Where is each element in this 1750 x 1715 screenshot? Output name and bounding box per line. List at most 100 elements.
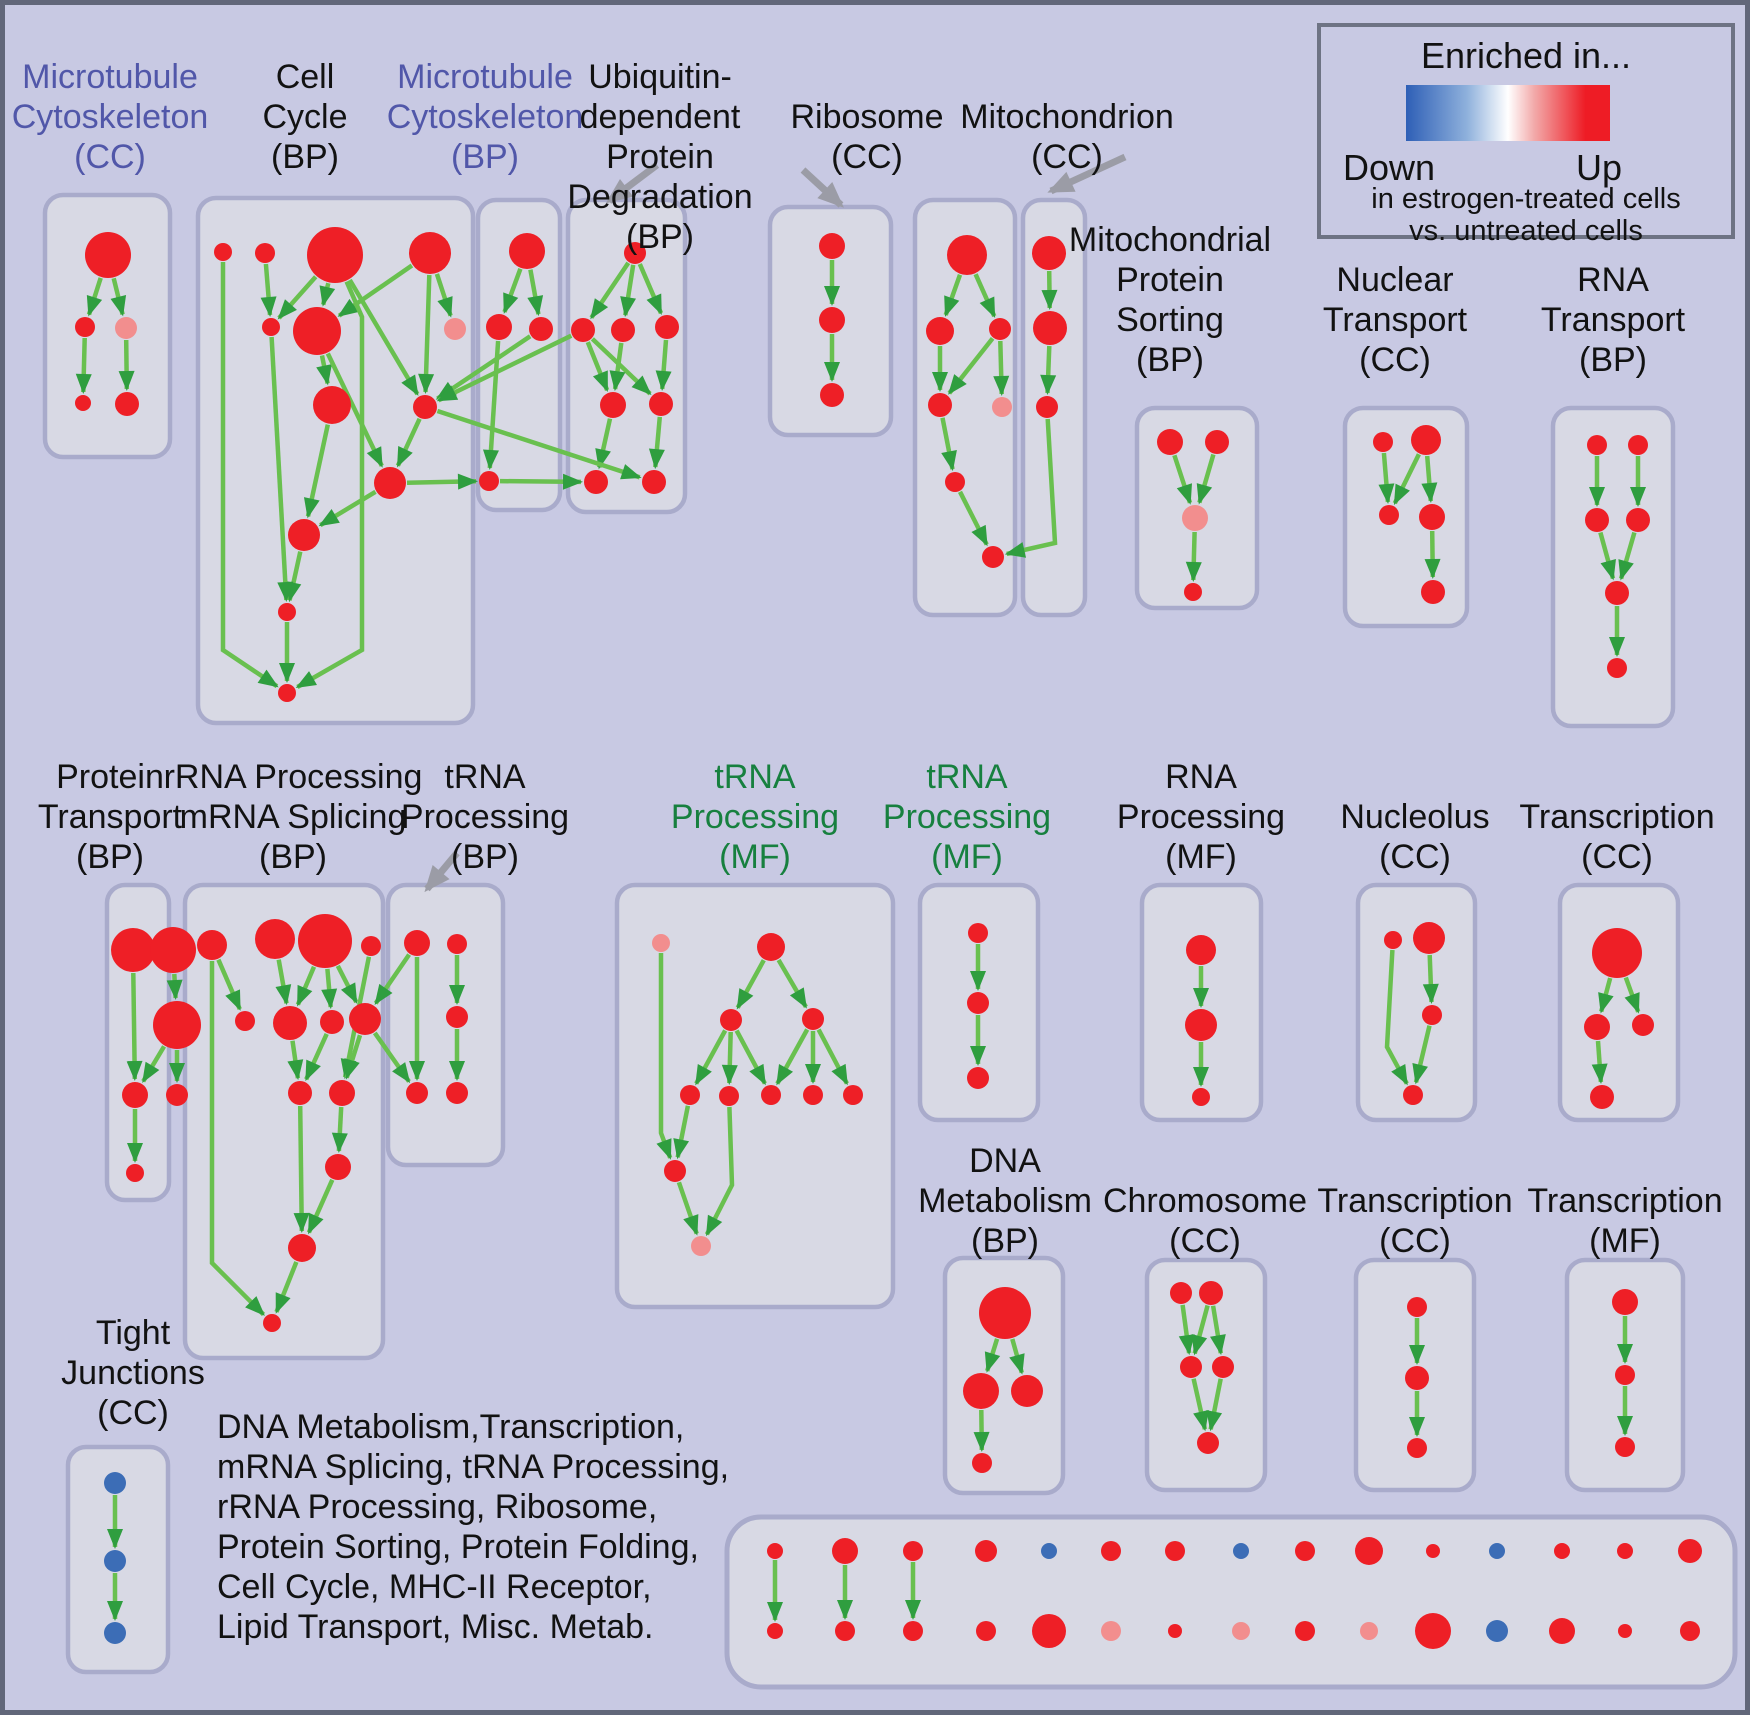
go-term-node (235, 1011, 255, 1031)
go-term-node (85, 232, 131, 278)
go-term-node (446, 1006, 468, 1028)
go-term-node (947, 235, 987, 275)
misc-grid-box (724, 1514, 1738, 1690)
edge (1196, 453, 1216, 505)
cluster-label-line: Processing (400, 798, 570, 836)
edge (943, 274, 963, 317)
go-term-node (361, 936, 381, 956)
cluster-label-line: Cytoskeleton (11, 98, 209, 136)
cluster-label-ribosome: Ribosome (CC) (790, 97, 943, 177)
go-term-node (1295, 1621, 1315, 1641)
go-term-node (1415, 1613, 1451, 1649)
cluster-label-rna-transport: RNA Transport (BP) (1541, 260, 1685, 380)
go-term-node (329, 1080, 355, 1106)
annotation-arrow (1047, 153, 1127, 195)
go-term-node (313, 386, 351, 424)
go-term-node (447, 934, 467, 954)
go-term-node (1592, 928, 1642, 978)
edge (418, 274, 435, 394)
go-term-node (1379, 505, 1399, 525)
edge (1210, 1305, 1226, 1356)
edge (1424, 530, 1441, 579)
edge (734, 1029, 767, 1086)
cluster-label-line: Nucleolus (1340, 798, 1490, 836)
go-term-node (278, 603, 296, 621)
go-term-node (903, 1621, 923, 1641)
edge (1412, 1025, 1432, 1085)
go-term-node (1617, 1543, 1633, 1559)
cluster-label-line: Sorting (1116, 301, 1224, 339)
edge (118, 339, 135, 391)
go-term-node (307, 227, 363, 283)
go-term-node (832, 1538, 858, 1564)
cluster-label-line: (BP) (1136, 341, 1204, 379)
cluster-label-line: Nuclear (1336, 261, 1454, 299)
edge (304, 1032, 329, 1082)
go-term-node (1157, 429, 1183, 455)
cluster-box-chromosome (1144, 1257, 1268, 1493)
go-term-node (819, 233, 845, 259)
cluster-label-line: (BP) (971, 1222, 1039, 1260)
edge (527, 269, 544, 317)
cluster-label-line: DNA (969, 1142, 1041, 1180)
go-term-node (1587, 435, 1607, 455)
go-term-node (1407, 1438, 1427, 1458)
cluster-label-line: Transport (1540, 301, 1686, 339)
cluster-label-transcription-cc-3: Transcription (CC) (1317, 1181, 1512, 1261)
cluster-label-line: (BP) (1578, 341, 1647, 379)
cluster-label-ubq1: Ubiquitin-dependent Protein Degradation (BP… (567, 57, 752, 257)
annotations (424, 153, 1127, 893)
go-term-node (288, 519, 320, 551)
cluster-label-nuclear-transport: Nuclear Transport (CC) (1323, 260, 1467, 380)
go-term-node (624, 242, 646, 264)
legend-subtitle-2: vs. untreated cells (1409, 215, 1643, 247)
annotation-arrow (424, 850, 460, 893)
edge (655, 339, 672, 391)
go-term-node (1373, 432, 1393, 452)
cluster-label-line: (CC) (1581, 838, 1653, 876)
edge (260, 263, 277, 317)
edge (166, 973, 183, 1000)
edge (673, 1105, 691, 1160)
cluster-label-line: RNA (1577, 261, 1649, 299)
cluster-label-line: tRNA (714, 758, 796, 796)
edge (1378, 452, 1395, 504)
go-term-node (1585, 508, 1609, 532)
edge (1598, 977, 1614, 1014)
go-term-node (1426, 1544, 1440, 1558)
edge (704, 1106, 735, 1237)
go-term-node (325, 1154, 351, 1180)
edge (1392, 453, 1421, 506)
go-term-node (680, 1085, 700, 1105)
edge (406, 473, 478, 490)
cluster-label-dna-metabolism: DNA Metabolism (BP) (918, 1141, 1092, 1261)
go-term-node (104, 1472, 126, 1494)
go-term-node (1678, 1539, 1702, 1563)
cluster-label-line: Processing (1116, 798, 1286, 836)
cluster-label-line: Transcription (1527, 1182, 1723, 1220)
cluster-label-mps: Mitochondrial Protein Sorting (BP) (1069, 220, 1271, 380)
go-term-node (1165, 1541, 1185, 1561)
go-term-node (1554, 1543, 1570, 1559)
go-term-node (115, 392, 139, 416)
cluster-label-line: (CC) (831, 138, 903, 176)
go-term-node (75, 317, 95, 337)
annotation-arrow (605, 162, 660, 204)
edge (1591, 1040, 1608, 1084)
go-term-node (1185, 1009, 1217, 1041)
edge (735, 959, 766, 1010)
cluster-label-line: (CC) (1031, 138, 1103, 176)
cluster-label-line: Transport (37, 798, 183, 836)
go-term-node (1422, 1005, 1442, 1025)
edge (1384, 949, 1409, 1086)
cluster-label-line: Tight (95, 1314, 171, 1352)
cluster-label-trna-bp: tRNA Processing (BP) (401, 757, 569, 877)
cluster-label-line: dependent (579, 98, 741, 136)
cluster-label-line: Cytoskeleton (386, 98, 584, 136)
cluster-label-line: (CC) (1379, 838, 1451, 876)
edge (648, 416, 665, 470)
cluster-label-line: (CC) (1379, 1222, 1451, 1260)
edge (1172, 454, 1193, 505)
cluster-label-mitochondrion: Mitochondrion (CC) (960, 97, 1174, 177)
go-term-node (1101, 1541, 1121, 1561)
